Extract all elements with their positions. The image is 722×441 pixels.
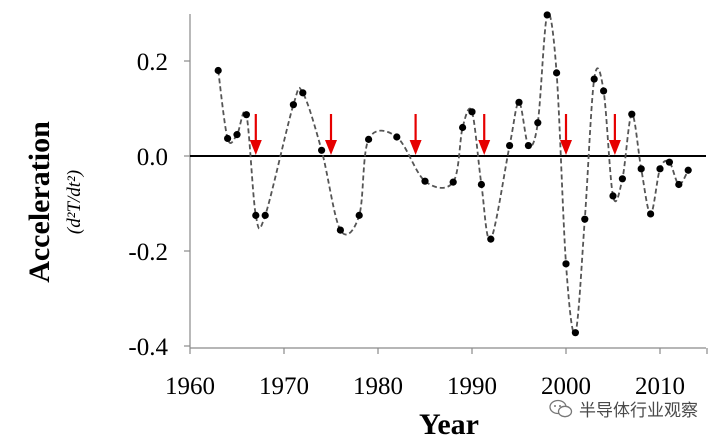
data-point	[553, 69, 561, 77]
data-point	[224, 134, 232, 143]
down-arrow	[249, 114, 262, 155]
data-point	[637, 165, 645, 173]
series-line	[217, 12, 689, 335]
data-point	[477, 180, 485, 189]
watermark: 半导体行业观察	[549, 396, 698, 421]
data-point	[468, 108, 476, 116]
data-point	[365, 135, 373, 143]
data-point	[318, 146, 326, 154]
data-points	[214, 11, 692, 337]
down-arrow	[608, 114, 621, 155]
y-tick-label: 0.0	[137, 144, 168, 171]
x-tick-label: 1990	[447, 373, 497, 400]
watermark-text: 半导体行业观察	[579, 401, 698, 421]
data-point	[336, 226, 344, 234]
data-point	[506, 141, 514, 150]
data-point	[214, 66, 222, 75]
data-point	[618, 175, 627, 183]
data-point	[242, 111, 250, 119]
y-tick-label: 0.2	[137, 49, 168, 76]
down-arrow	[478, 114, 491, 155]
data-point	[684, 166, 692, 174]
y-axis-sublabel: (d²T/dt²)	[64, 170, 85, 234]
y-tick-label: -0.4	[128, 334, 168, 361]
down-arrow	[325, 114, 337, 155]
data-point	[628, 110, 636, 118]
x-tick-label: 1970	[259, 373, 309, 400]
data-point	[289, 101, 297, 109]
data-point	[656, 165, 664, 173]
data-point	[252, 211, 260, 219]
data-point	[261, 211, 269, 219]
data-point	[421, 177, 429, 185]
data-point	[515, 98, 523, 106]
data-point	[609, 192, 617, 200]
data-point	[459, 123, 467, 132]
data-point	[487, 235, 495, 243]
data-point	[355, 211, 363, 219]
x-tick-label: 1980	[353, 373, 403, 400]
axes	[184, 14, 708, 354]
tick-labels: 0.2 0.0 -0.2 -0.4 1960 1970 1980 1990 2000 2010	[128, 49, 685, 400]
wechat-icon	[549, 399, 573, 417]
data-point	[299, 89, 307, 97]
y-axis-label: Acceleration	[23, 121, 56, 283]
y-tick-label: -0.2	[128, 239, 168, 266]
x-tick-label: 1960	[165, 373, 215, 400]
data-point	[571, 329, 580, 337]
data-point	[534, 119, 542, 127]
data-point	[647, 210, 655, 218]
data-point	[665, 158, 674, 166]
series-line-group	[217, 12, 689, 335]
data-point	[562, 260, 570, 268]
x-axis-label: Year	[419, 408, 479, 441]
data-point	[449, 178, 457, 186]
data-point	[543, 11, 551, 19]
x-tick-label: 2010	[635, 373, 685, 400]
data-point	[581, 215, 589, 223]
event-arrows	[249, 114, 621, 155]
data-point	[590, 75, 598, 83]
data-point	[675, 180, 683, 189]
down-arrow	[560, 114, 572, 155]
data-point	[233, 131, 241, 139]
down-arrow	[409, 114, 422, 155]
data-point	[524, 141, 533, 150]
data-point	[393, 133, 401, 141]
x-tick-label: 2000	[541, 373, 591, 400]
data-point	[600, 87, 608, 95]
